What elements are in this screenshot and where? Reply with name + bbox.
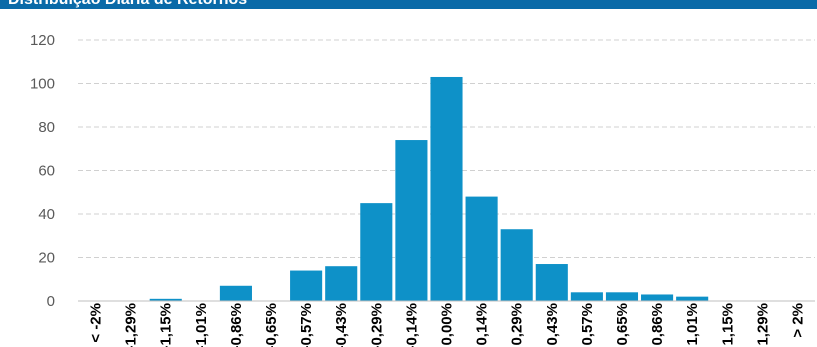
x-tick-label: 0,86% [649, 303, 666, 346]
bar-7 [325, 266, 358, 301]
x-tick-label: 0,29% [509, 303, 526, 346]
bar-12 [500, 229, 533, 301]
y-tick-label: 40 [38, 206, 55, 223]
bar-16 [641, 294, 674, 301]
bars [149, 76, 709, 301]
x-tick-label: -1,15% [158, 303, 175, 347]
x-tick-label: 0,14% [474, 303, 491, 346]
y-tick-label: 80 [38, 119, 55, 136]
bar-8 [360, 203, 393, 301]
chart-title: Distribuição Diária de Retornos [8, 0, 247, 9]
y-tick-label: 60 [38, 163, 55, 180]
bar-10 [430, 76, 463, 301]
x-tick-label: > 2% [789, 303, 806, 338]
bar-13 [535, 264, 568, 301]
x-tick-label: 0,65% [614, 303, 631, 346]
bar-9 [395, 140, 428, 301]
y-tick-label: 20 [38, 250, 55, 267]
x-tick-label: -0,86% [228, 303, 245, 347]
bar-17 [676, 296, 709, 301]
x-tick-label: 0,43% [544, 303, 561, 346]
x-tick-labels: < -2% -1,29% -1,15% -1,01% -0,86% -0,65% -0,57… [88, 303, 807, 347]
bar-4 [219, 285, 252, 301]
x-tick-label: 1,15% [719, 303, 736, 346]
x-tick-label: -0,65% [263, 303, 280, 347]
x-tick-label: -0,29% [368, 303, 385, 347]
x-tick-label: 1,29% [754, 303, 771, 346]
x-tick-label: < -2% [88, 303, 105, 343]
bar-14 [570, 292, 603, 301]
x-tick-label: -0,57% [298, 303, 315, 347]
y-tick-labels: 0 20 40 60 80 100 120 [30, 32, 55, 310]
x-tick-label: -1,29% [123, 303, 140, 347]
chart-title-bar: Distribuição Diária de Retornos [0, 0, 817, 9]
bar-11 [465, 196, 498, 301]
bar-2 [149, 298, 182, 301]
x-tick-label: 1,01% [684, 303, 701, 346]
bar-6 [290, 270, 323, 301]
x-tick-label: -0,14% [403, 303, 420, 347]
x-tick-label: -0,43% [333, 303, 350, 347]
x-tick-label: 0,00% [439, 303, 456, 346]
x-tick-label: -1,01% [193, 303, 210, 347]
y-tick-label: 100 [30, 76, 55, 93]
x-tick-label: 0,57% [579, 303, 596, 346]
y-tick-label: 120 [30, 32, 55, 49]
y-tick-label: 0 [47, 293, 55, 310]
bar-15 [605, 292, 639, 301]
